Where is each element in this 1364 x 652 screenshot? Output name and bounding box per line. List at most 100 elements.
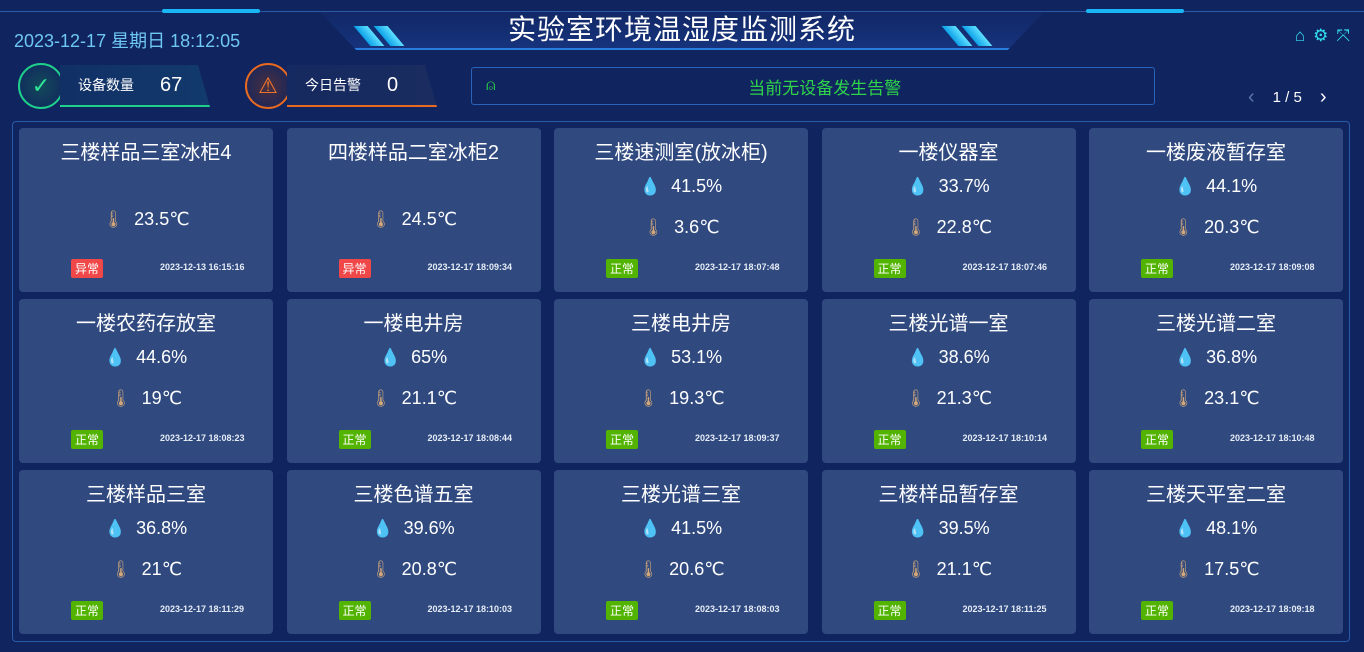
update-time: 2023-12-17 18:08:23 [160, 433, 245, 443]
next-page-button[interactable]: › [1319, 86, 1327, 108]
thermometer-icon: 🌡 [370, 209, 392, 229]
temperature-value: 24.5℃ [401, 209, 457, 229]
temperature-row: 🌡 20.3℃ [1089, 217, 1343, 238]
update-time: 2023-12-17 18:10:03 [427, 604, 513, 614]
device-card[interactable]: 一楼电井房 💧 65% 🌡 21.1℃ 正常 2023-12-17 18:08:44 [286, 299, 541, 463]
temperature-value: 20.8℃ [401, 559, 457, 579]
device-card[interactable]: 三楼天平室二室 💧 48.1% 🌡 17.5℃ 正常 2023-12-17 18:0… [1089, 470, 1343, 634]
pagination: ‹ 1 / 5 › [1248, 86, 1327, 109]
device-card[interactable]: 三楼光谱一室 💧 38.6% 🌡 21.3℃ 正常 2023-12-17 18:10… [821, 299, 1076, 463]
device-name: 三楼光谱二室 [1156, 313, 1276, 335]
device-name: 三楼天平室二室 [1146, 484, 1286, 506]
humidity-value: 65% [411, 347, 448, 367]
temperature-value: 19.3℃ [669, 388, 725, 408]
thermometer-icon: 🌡 [905, 559, 927, 579]
status-badge: 正常 [1141, 430, 1174, 449]
status-badge: 正常 [873, 259, 906, 278]
update-time: 2023-12-17 18:09:18 [1230, 604, 1315, 614]
update-time: 2023-12-17 18:09:08 [1230, 262, 1315, 272]
humidity-row: 💧 53.1% [554, 347, 808, 368]
temperature-value: 23.5℃ [134, 209, 190, 229]
humidity-icon: 💧 [639, 176, 662, 196]
header-line [0, 11, 1364, 12]
status-badge: 正常 [71, 430, 104, 449]
humidity-value: 41.5% [671, 518, 723, 538]
humidity-icon: 💧 [1174, 347, 1197, 367]
temperature-row: 🌡 21.1℃ [287, 388, 541, 409]
humidity-icon: 💧 [104, 518, 127, 538]
status-badge: 正常 [338, 601, 371, 620]
device-card[interactable]: 三楼样品三室 💧 36.8% 🌡 21℃ 正常 2023-12-17 18:11:2… [19, 470, 273, 634]
header-glow [1086, 9, 1184, 13]
device-count-value: 67 [160, 73, 183, 96]
status-badge: 正常 [338, 430, 371, 449]
humidity-icon: 💧 [639, 347, 662, 367]
device-name: 一楼废液暂存室 [1146, 142, 1286, 164]
temperature-row: 🌡 23.1℃ [1089, 388, 1343, 409]
temperature-row: 🌡 17.5℃ [1089, 559, 1343, 580]
humidity-row: 💧 33.7% [822, 176, 1076, 197]
device-card[interactable]: 三楼样品三室冰柜4 🌡 23.5℃ 异常 2023-12-13 16:15:16 [19, 128, 273, 292]
device-name: 三楼速测室(放冰柜) [594, 142, 768, 164]
thermometer-icon: 🌡 [1172, 217, 1195, 237]
temperature-row: 🌡 3.6℃ [554, 217, 808, 238]
temperature-value: 21.1℃ [401, 388, 457, 408]
device-name: 四楼样品二室冰柜2 [327, 142, 500, 164]
device-name: 三楼电井房 [631, 313, 731, 335]
device-name: 三楼样品三室 [86, 484, 206, 506]
humidity-icon: 💧 [907, 347, 929, 367]
alarm-count-label: 今日告警 [305, 77, 361, 93]
device-name: 一楼仪器室 [898, 142, 999, 164]
humidity-row: 💧 44.6% [19, 347, 273, 368]
alarm-count-stat: ⚠ 今日告警 0 [245, 63, 437, 109]
humidity-row: 💧 36.8% [1089, 347, 1343, 368]
humidity-icon: 💧 [1174, 518, 1197, 538]
humidity-value: 41.5% [671, 176, 723, 196]
device-name: 三楼光谱三室 [621, 484, 741, 506]
status-badge: 正常 [1141, 259, 1174, 278]
device-count-label: 设备数量 [78, 77, 134, 93]
thermometer-icon: 🌡 [637, 388, 660, 408]
header-glow [162, 9, 260, 13]
fullscreen-icon[interactable]: ⤧ [1336, 26, 1350, 45]
device-card[interactable]: 三楼色谱五室 💧 39.6% 🌡 20.8℃ 正常 2023-12-17 18:10… [286, 470, 541, 634]
temperature-row: 🌡 21℃ [19, 559, 273, 580]
temperature-value: 21.3℃ [936, 388, 992, 408]
device-card[interactable]: 一楼农药存放室 💧 44.6% 🌡 19℃ 正常 2023-12-17 18:08:… [19, 299, 273, 463]
device-card[interactable]: 三楼光谱二室 💧 36.8% 🌡 23.1℃ 正常 2023-12-17 18:10… [1089, 299, 1343, 463]
check-circle-icon: ✓ [18, 63, 64, 109]
device-card[interactable]: 一楼仪器室 💧 33.7% 🌡 22.8℃ 正常 2023-12-17 18:07:… [821, 128, 1076, 292]
temperature-row: 🌡 23.5℃ [19, 209, 273, 230]
temperature-row: 🌡 21.3℃ [822, 388, 1076, 409]
home-icon[interactable]: ⌂ [1294, 26, 1306, 45]
prev-page-button[interactable]: ‹ [1248, 86, 1255, 108]
update-time: 2023-12-17 18:10:14 [962, 433, 1048, 443]
update-time: 2023-12-17 18:08:03 [695, 604, 780, 614]
temperature-value: 22.8℃ [936, 217, 992, 237]
gear-icon[interactable]: ⚙ [1313, 26, 1329, 45]
device-card[interactable]: 三楼电井房 💧 53.1% 🌡 19.3℃ 正常 2023-12-17 18:09:… [554, 299, 808, 463]
update-time: 2023-12-13 16:15:16 [160, 262, 245, 272]
status-badge: 正常 [1141, 601, 1174, 620]
device-card[interactable]: 一楼废液暂存室 💧 44.1% 🌡 20.3℃ 正常 2023-12-17 18:0… [1089, 128, 1343, 292]
device-name: 三楼色谱五室 [353, 484, 474, 506]
update-time: 2023-12-17 18:11:29 [160, 604, 245, 614]
device-count-stat: ✓ 设备数量 67 [18, 63, 210, 109]
thermometer-icon: 🌡 [1172, 559, 1195, 579]
thermometer-icon: 🌡 [110, 559, 132, 579]
humidity-value: 36.8% [136, 518, 188, 538]
status-badge: 正常 [606, 430, 639, 449]
humidity-icon: 💧 [1174, 176, 1197, 196]
status-badge: 正常 [606, 601, 639, 620]
humidity-row: 💧 36.8% [19, 518, 273, 539]
device-card[interactable]: 三楼速测室(放冰柜) 💧 41.5% 🌡 3.6℃ 正常 2023-12-17 18… [554, 128, 808, 292]
humidity-icon: 💧 [639, 518, 662, 538]
device-card[interactable]: 四楼样品二室冰柜2 🌡 24.5℃ 异常 2023-12-17 18:09:34 [286, 128, 541, 292]
humidity-row: 💧 38.6% [822, 347, 1076, 368]
status-badge: 正常 [873, 430, 906, 449]
update-time: 2023-12-17 18:07:46 [962, 262, 1048, 272]
device-card[interactable]: 三楼光谱三室 💧 41.5% 🌡 20.6℃ 正常 2023-12-17 18:08… [554, 470, 808, 634]
update-time: 2023-12-17 18:09:34 [427, 262, 513, 272]
humidity-icon: 💧 [379, 347, 402, 367]
device-card[interactable]: 三楼样品暂存室 💧 39.5% 🌡 21.1℃ 正常 2023-12-17 18:1… [821, 470, 1076, 634]
